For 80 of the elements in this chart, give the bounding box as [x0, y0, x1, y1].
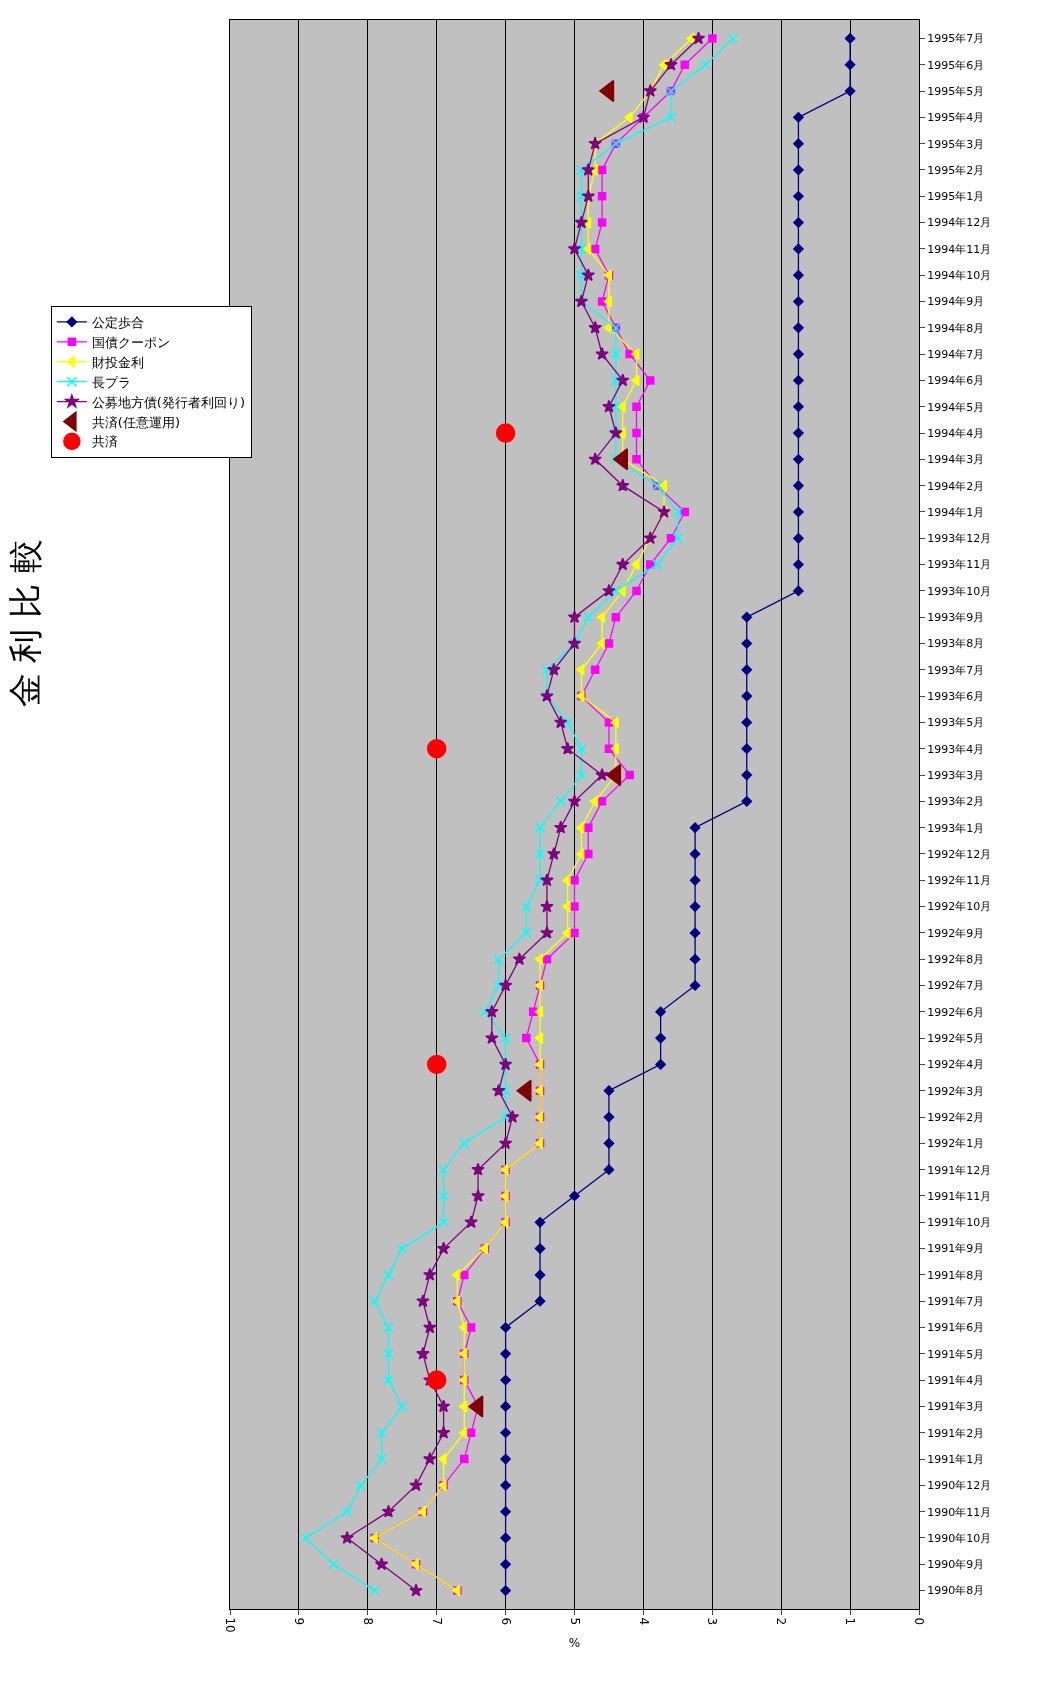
y-tick-label: 1991年8月 — [927, 1268, 985, 1282]
y-tick-label: 1992年12月 — [927, 847, 992, 861]
y-tick-label: 1994年5月 — [927, 400, 985, 414]
y-tick-label: 1995年7月 — [927, 32, 985, 46]
x-tick-label: 4 — [636, 1617, 651, 1626]
y-tick-label: 1993年10月 — [927, 584, 992, 598]
y-tick-label: 1995年2月 — [927, 163, 985, 177]
y-tick-label: 1992年10月 — [927, 900, 992, 914]
y-tick-label: 1994年8月 — [927, 321, 985, 335]
y-tick-label: 1991年6月 — [927, 1321, 985, 1335]
y-tick-label: 1992年2月 — [927, 1110, 985, 1124]
y-tick-label: 1993年6月 — [927, 689, 985, 703]
y-tick-label: 1992年7月 — [927, 979, 985, 993]
y-tick-label: 1990年11月 — [927, 1505, 992, 1519]
y-tick-label: 1991年3月 — [927, 1400, 985, 1414]
y-tick-label: 1991年4月 — [927, 1373, 985, 1387]
y-tick-label: 1991年9月 — [927, 1242, 985, 1256]
y-tick-label: 1992年6月 — [927, 1005, 985, 1019]
y-tick-label: 1990年8月 — [927, 1584, 985, 1598]
y-tick-label: 1994年12月 — [927, 216, 992, 230]
y-tick-label: 1993年4月 — [927, 742, 985, 756]
y-tick-label: 1994年2月 — [927, 479, 985, 493]
y-tick-label: 1993年1月 — [927, 821, 985, 835]
y-tick-label: 1993年9月 — [927, 611, 985, 625]
y-tick-label: 1992年4月 — [927, 1058, 985, 1072]
x-tick-label: 7 — [429, 1617, 444, 1626]
y-tick-label: 1992年1月 — [927, 1137, 985, 1151]
y-tick-label: 1992年3月 — [927, 1084, 985, 1098]
y-tick-label: 1991年2月 — [927, 1426, 985, 1440]
y-tick-label: 1994年3月 — [927, 453, 985, 467]
x-axis-title: % — [568, 1635, 581, 1650]
x-tick-label: 8 — [360, 1617, 375, 1626]
y-tick-label: 1991年11月 — [927, 1189, 992, 1203]
y-tick-label: 1993年11月 — [927, 558, 992, 572]
x-tick-label: 2 — [774, 1617, 789, 1626]
y-tick-label: 1993年8月 — [927, 637, 985, 651]
x-tick-label: 10 — [223, 1617, 238, 1633]
legend-label: 国債クーポン — [91, 334, 170, 350]
y-tick-label: 1995年4月 — [927, 111, 985, 125]
y-tick-label: 1990年10月 — [927, 1531, 992, 1545]
y-tick-label: 1994年1月 — [927, 505, 985, 519]
y-tick-label: 1995年6月 — [927, 58, 985, 72]
legend-label: 公定歩合 — [91, 315, 144, 331]
legend-label: 財投金利 — [91, 354, 144, 370]
y-tick-label: 1994年10月 — [927, 269, 992, 283]
y-tick-label: 1990年12月 — [927, 1479, 992, 1493]
y-tick-label: 1993年7月 — [927, 663, 985, 677]
legend-label: 共済 — [91, 434, 118, 450]
x-tick-label: 0 — [912, 1617, 927, 1626]
y-tick-label: 1995年1月 — [927, 190, 985, 204]
y-tick-label: 1991年12月 — [927, 1163, 992, 1177]
legend-label: 長プラ — [91, 374, 131, 390]
y-tick-label: 1994年9月 — [927, 295, 985, 309]
y-tick-label: 1991年1月 — [927, 1452, 985, 1466]
y-tick-label: 1991年10月 — [927, 1216, 992, 1230]
legend-label: 共済(任意運用) — [91, 414, 181, 430]
y-tick-label: 1994年6月 — [927, 374, 985, 388]
x-tick-label: 1 — [843, 1617, 858, 1626]
y-tick-label: 1994年4月 — [927, 426, 985, 440]
y-tick-label: 1995年3月 — [927, 137, 985, 151]
y-tick-label: 1992年11月 — [927, 874, 992, 888]
y-tick-label: 1991年7月 — [927, 1295, 985, 1309]
y-tick-label: 1994年7月 — [927, 347, 985, 361]
x-tick-label: 6 — [498, 1617, 513, 1626]
y-tick-label: 1993年2月 — [927, 795, 985, 809]
x-tick-label: 5 — [567, 1617, 582, 1626]
x-tick-label: 9 — [292, 1617, 306, 1626]
y-tick-label: 1992年8月 — [927, 953, 985, 967]
y-tick-label: 1992年9月 — [927, 926, 985, 940]
text: 金 利 比 較 — [4, 539, 45, 708]
y-tick-label: 1994年11月 — [927, 242, 992, 256]
y-tick-label: 1990年9月 — [927, 1558, 985, 1572]
y-tick-label: 1991年5月 — [927, 1347, 985, 1361]
y-tick-label: 1995年5月 — [927, 84, 985, 98]
y-tick-label: 1993年3月 — [927, 768, 985, 782]
y-tick-label: 1993年5月 — [927, 716, 985, 730]
y-tick-label: 1992年5月 — [927, 1031, 985, 1045]
legend-label: 公募地方債(発行者利回り) — [91, 394, 246, 410]
x-tick-label: 3 — [705, 1617, 720, 1626]
y-tick-label: 1993年12月 — [927, 532, 992, 546]
